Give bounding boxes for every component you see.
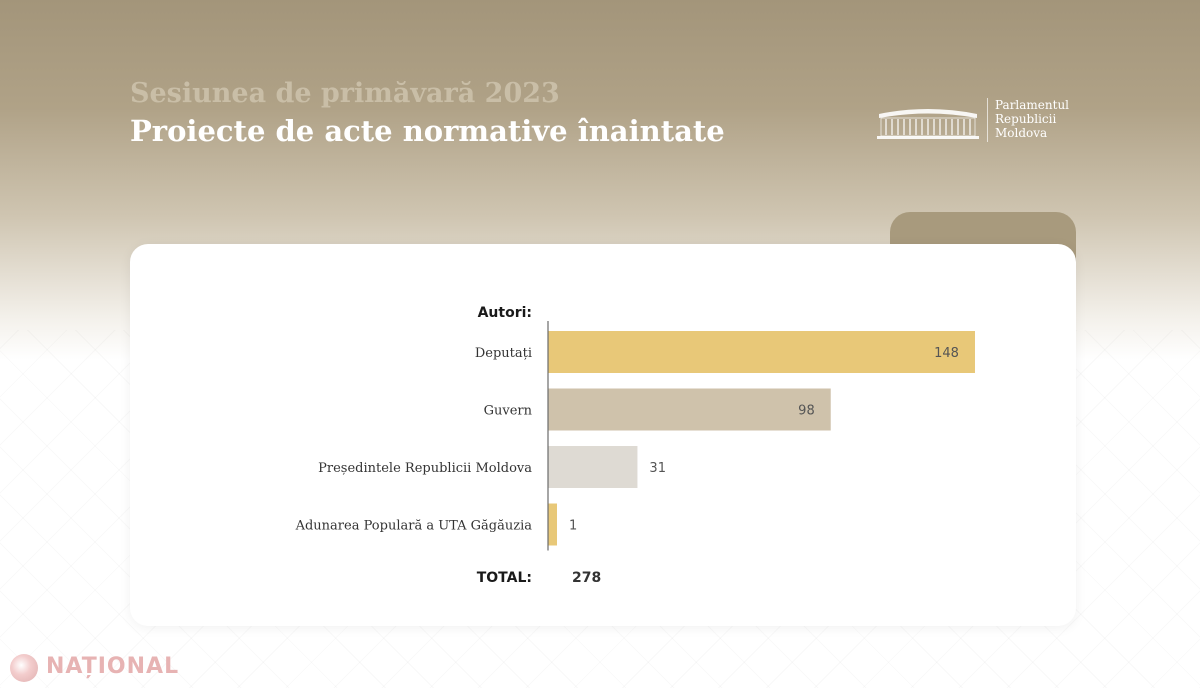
national-logo-icon <box>10 654 38 682</box>
bar-3 <box>548 503 557 546</box>
bar-0 <box>548 331 975 373</box>
page-title: Proiecte de acte normative înaintate <box>130 114 725 148</box>
bar-1 <box>548 388 831 431</box>
logo-separator <box>987 98 988 142</box>
logo-line-3: Moldova <box>995 126 1048 140</box>
total-label: TOTAL: <box>477 570 532 586</box>
value-label-1: 98 <box>798 404 815 419</box>
logo-line-2: Republicii <box>995 112 1057 126</box>
parliament-building-icon <box>877 109 979 139</box>
bar-2 <box>548 446 638 488</box>
category-header: Autori: <box>478 305 532 321</box>
category-label-0: Deputați <box>475 346 532 361</box>
value-label-3: 1 <box>569 519 577 534</box>
bar-chart: Autori: Deputați 148 Guvern 98 Președintele R… <box>295 305 975 586</box>
parliament-logo: Parlamentul Republicii Moldova <box>877 98 1087 146</box>
watermark-text: NAȚIONAL <box>46 654 180 679</box>
page-subtitle: Sesiunea de primăvară 2023 <box>130 78 560 109</box>
value-label-2: 31 <box>649 461 666 476</box>
category-label-2: Președintele Republicii Moldova <box>318 461 532 476</box>
logo-line-1: Parlamentul <box>995 98 1070 112</box>
logo-text: Parlamentul Republicii Moldova <box>995 98 1069 140</box>
category-label-1: Guvern <box>484 404 533 419</box>
watermark: NAȚIONAL <box>10 652 200 684</box>
total-value: 278 <box>572 570 601 586</box>
value-label-0: 148 <box>934 346 959 361</box>
category-label-3: Adunarea Populară a UTA Găgăuzia <box>295 519 533 534</box>
chart-card: Autori: Deputați 148 Guvern 98 Președintele R… <box>130 244 1076 626</box>
